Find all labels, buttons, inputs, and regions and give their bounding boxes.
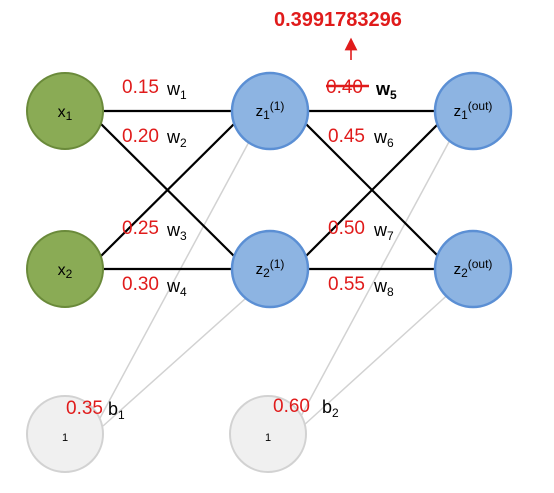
weight-label-w1: 0.15 w1 bbox=[122, 77, 187, 102]
updated-weight-value: 0.3991783296 bbox=[274, 9, 402, 31]
svg-text:w3: w3 bbox=[166, 220, 187, 243]
svg-text:w5: w5 bbox=[375, 79, 397, 102]
svg-text:b1: b1 bbox=[108, 399, 125, 422]
hidden-node-z1: z1(1) bbox=[230, 71, 310, 151]
svg-text:w1: w1 bbox=[166, 79, 187, 102]
bias-node-1: 1 bbox=[26, 395, 104, 473]
svg-text:x1: x1 bbox=[58, 104, 73, 123]
edge-b1-z2-hidden bbox=[102, 289, 256, 427]
svg-text:0.50: 0.50 bbox=[328, 218, 365, 239]
weight-label-b2: 0.60 b2 bbox=[273, 396, 339, 420]
weight-label-w5: 0.40 w5 bbox=[326, 77, 397, 102]
weight-label-b1: 0.35 b1 bbox=[66, 398, 125, 422]
svg-text:z2(out): z2(out) bbox=[454, 257, 493, 280]
weight-label-w6: 0.45 w6 bbox=[328, 126, 394, 150]
svg-text:z1(1): z1(1) bbox=[256, 99, 285, 122]
svg-text:0.45: 0.45 bbox=[328, 126, 365, 147]
svg-text:w6: w6 bbox=[373, 127, 394, 150]
bias-node-2: 1 bbox=[229, 395, 307, 473]
svg-text:z2(1): z2(1) bbox=[256, 257, 285, 280]
input-node-x1: x1 bbox=[26, 72, 104, 150]
svg-text:z1(out): z1(out) bbox=[454, 99, 493, 122]
svg-text:1: 1 bbox=[62, 432, 68, 444]
edge-b2-z1-out bbox=[299, 139, 451, 419]
weight-edges bbox=[99, 109, 440, 271]
svg-text:0.35: 0.35 bbox=[66, 398, 103, 419]
svg-text:w4: w4 bbox=[166, 276, 187, 299]
svg-text:0.15: 0.15 bbox=[122, 77, 159, 98]
output-node-z1: z1(out) bbox=[433, 71, 513, 151]
edge-w7 bbox=[304, 122, 440, 258]
weight-label-w4: 0.30 w4 bbox=[122, 274, 187, 299]
bias-edges bbox=[99, 139, 454, 427]
weight-label-w2: 0.20 w2 bbox=[122, 126, 187, 150]
hidden-node-z2: z2(1) bbox=[230, 229, 310, 309]
updated-weight-annotation: 0.3991783296 bbox=[274, 9, 402, 60]
svg-text:x2: x2 bbox=[58, 262, 73, 281]
svg-text:b2: b2 bbox=[322, 397, 339, 420]
edge-b1-z1-hidden bbox=[99, 139, 251, 419]
svg-text:0.55: 0.55 bbox=[328, 274, 365, 295]
svg-text:w8: w8 bbox=[373, 276, 394, 299]
svg-text:0.60: 0.60 bbox=[273, 396, 310, 417]
svg-text:0.25: 0.25 bbox=[122, 218, 159, 239]
svg-text:1: 1 bbox=[265, 432, 271, 444]
edge-b2-z2-out bbox=[302, 289, 454, 427]
svg-text:0.30: 0.30 bbox=[122, 274, 159, 295]
svg-text:0.40: 0.40 bbox=[326, 77, 363, 98]
weight-label-w3: 0.25 w3 bbox=[122, 218, 187, 243]
svg-text:w7: w7 bbox=[373, 220, 394, 243]
weight-label-w7: 0.50 w7 bbox=[328, 218, 394, 243]
edge-w3 bbox=[99, 122, 236, 258]
weight-label-w8: 0.55 w8 bbox=[328, 274, 394, 299]
svg-text:0.20: 0.20 bbox=[122, 126, 159, 147]
input-node-x2: x2 bbox=[26, 230, 104, 308]
svg-text:w2: w2 bbox=[166, 127, 187, 150]
output-node-z2: z2(out) bbox=[433, 229, 513, 309]
